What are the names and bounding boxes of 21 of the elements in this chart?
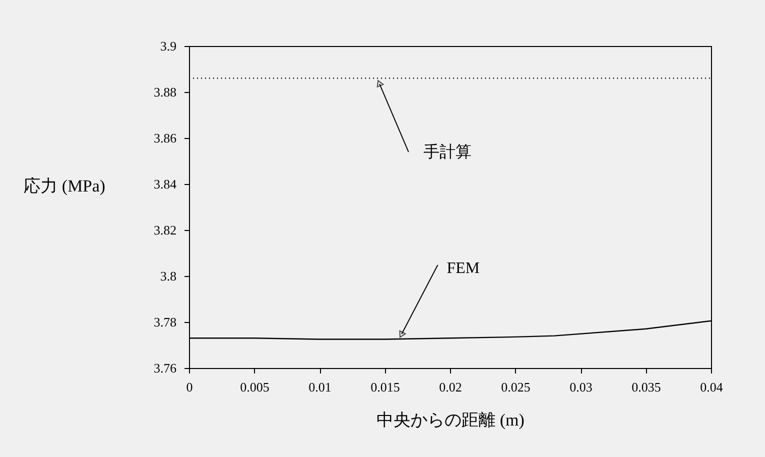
- y-tick-label: 3.8: [160, 268, 176, 284]
- annotation: FEM: [446, 260, 480, 277]
- x-tick-label: 0.01: [308, 380, 332, 394]
- y-tick-label: 3.78: [154, 314, 176, 330]
- y-tick-label: 3.9: [160, 38, 176, 54]
- y-tick-label: 3.82: [154, 222, 176, 238]
- annotation: 手計算: [424, 142, 472, 161]
- x-tick-label: 0.005: [240, 380, 270, 394]
- y-tick-label: 3.84: [154, 176, 177, 192]
- x-tick-label: 0.03: [570, 380, 592, 394]
- y-axis-title: 応力 (MPa): [24, 176, 106, 196]
- x-tick-label: 0.025: [501, 380, 530, 394]
- y-tick-label: 3.76: [154, 360, 177, 376]
- y-tick-label: 3.88: [154, 84, 176, 100]
- x-tick-label: 0.02: [439, 380, 462, 394]
- x-axis-title: 中央からの距離 (m): [376, 410, 524, 430]
- y-tick-label: 3.86: [154, 130, 177, 146]
- x-tick-label: 0: [186, 380, 193, 394]
- x-tick-label: 0.04: [700, 380, 724, 394]
- x-tick-label: 0.035: [632, 380, 661, 394]
- x-tick-label: 0.015: [370, 380, 400, 394]
